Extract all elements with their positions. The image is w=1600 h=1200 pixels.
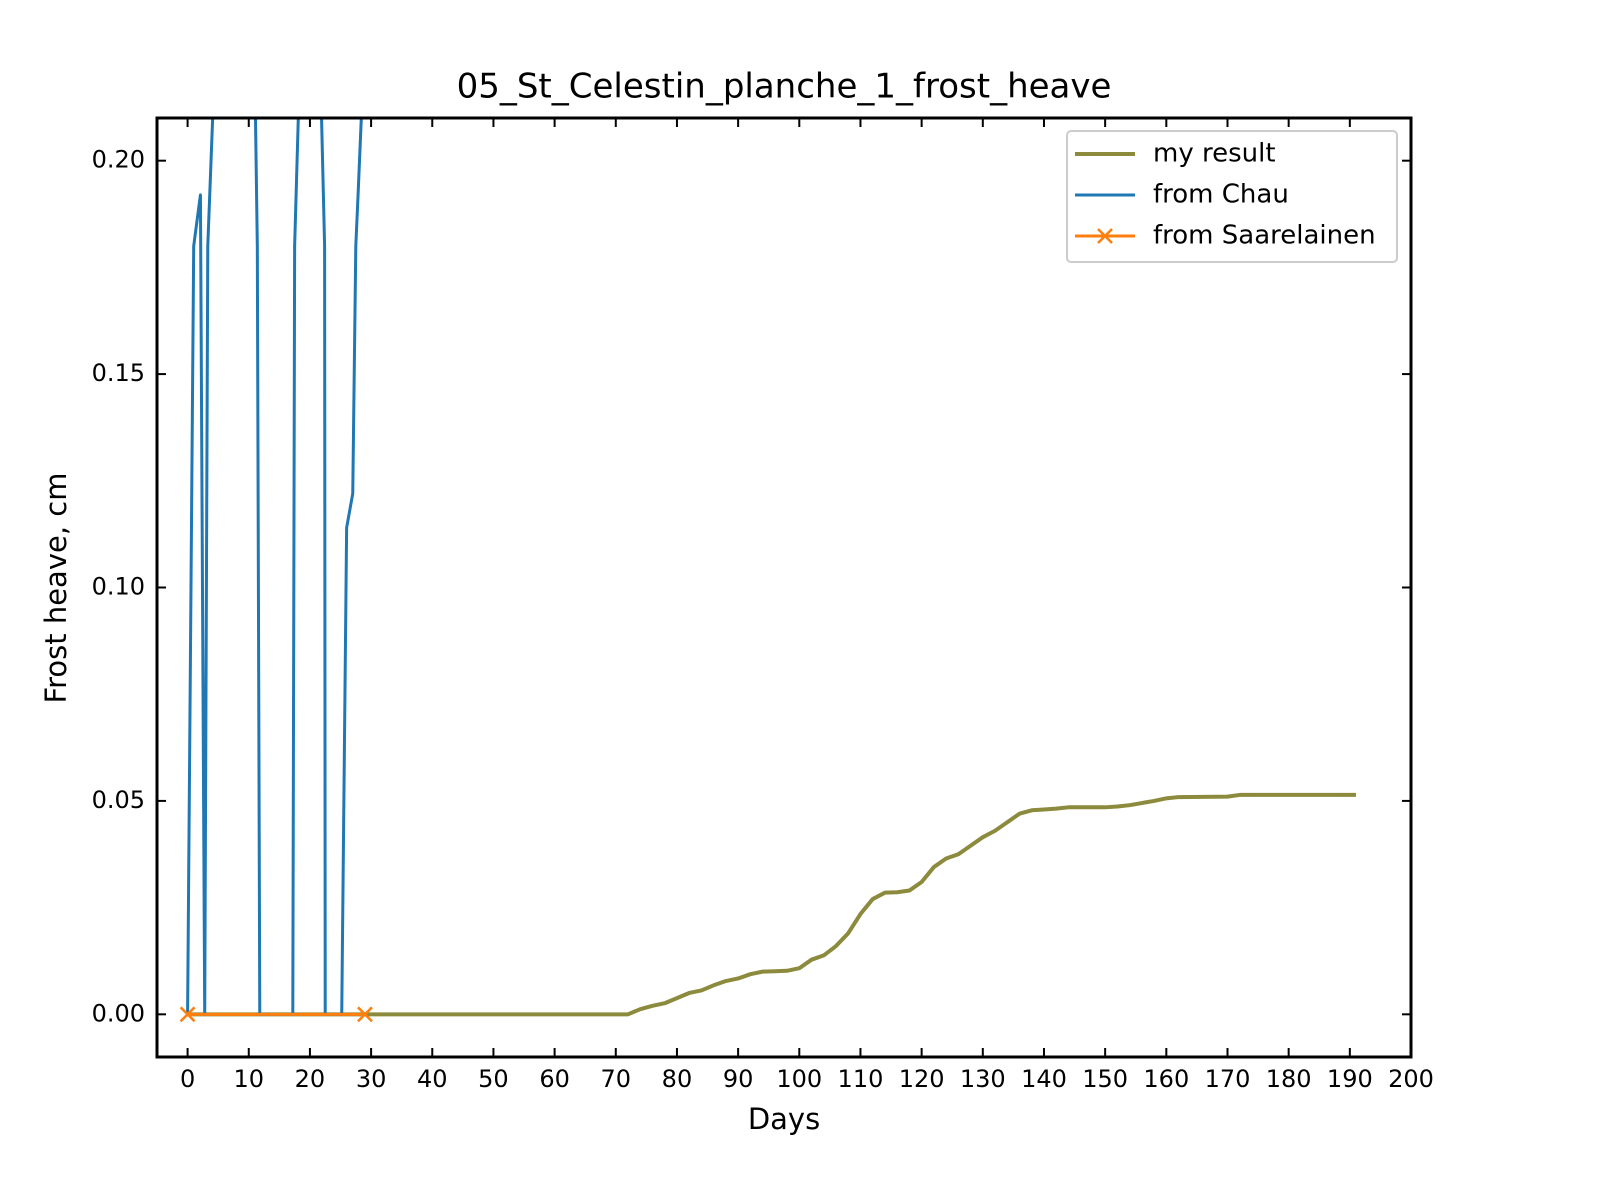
chart-title: 05_St_Celestin_planche_1_frost_heave xyxy=(457,67,1112,107)
x-tick-label: 200 xyxy=(1388,1065,1434,1093)
x-axis-label: Days xyxy=(748,1102,820,1136)
y-axis-label: Frost heave, cm xyxy=(39,473,73,704)
marker xyxy=(179,1006,196,1023)
x-tick-label: 10 xyxy=(233,1065,264,1093)
x-tick-label: 80 xyxy=(662,1065,693,1093)
x-tick-label: 140 xyxy=(1021,1065,1067,1093)
y-tick-label: 0.20 xyxy=(92,146,145,174)
x-tick-label: 70 xyxy=(601,1065,632,1093)
x-tick-label: 130 xyxy=(960,1065,1006,1093)
x-tick-label: 160 xyxy=(1143,1065,1189,1093)
legend-label: my result xyxy=(1153,139,1276,169)
x-tick-label: 170 xyxy=(1205,1065,1251,1093)
marker xyxy=(357,1006,373,1023)
series-line xyxy=(187,792,1356,1017)
x-tick-label: 50 xyxy=(478,1065,509,1093)
x-tick-label: 120 xyxy=(899,1065,945,1093)
x-tick-label: 60 xyxy=(539,1065,570,1093)
legend-marker xyxy=(1097,228,1113,244)
plot-frame xyxy=(155,116,1413,1059)
y-tick-label: 0.05 xyxy=(92,786,145,814)
y-tick-label: 0.15 xyxy=(92,359,145,387)
y-tick-label: 0.10 xyxy=(92,573,145,601)
x-tick-label: 0 xyxy=(180,1065,195,1093)
x-tick-label: 110 xyxy=(838,1065,884,1093)
y-tick-label: 0.00 xyxy=(92,999,145,1027)
x-tick-label: 190 xyxy=(1327,1065,1373,1093)
plot-area xyxy=(179,118,1356,1023)
x-tick-label: 90 xyxy=(723,1065,754,1093)
x-tick-label: 150 xyxy=(1082,1065,1128,1093)
x-tick-label: 180 xyxy=(1266,1065,1312,1093)
legend-label: from Saarelainen xyxy=(1153,221,1376,251)
legend-box xyxy=(1066,130,1398,263)
series-line xyxy=(186,118,363,1016)
x-tick-label: 30 xyxy=(356,1065,387,1093)
x-tick-label: 20 xyxy=(295,1065,326,1093)
x-tick-label: 40 xyxy=(417,1065,448,1093)
x-tick-label: 100 xyxy=(776,1065,822,1093)
legend-label: from Chau xyxy=(1153,180,1289,210)
